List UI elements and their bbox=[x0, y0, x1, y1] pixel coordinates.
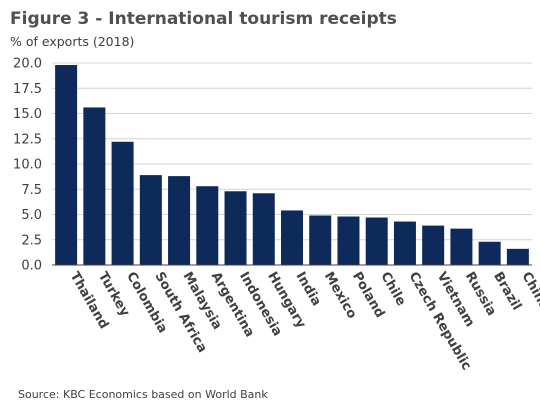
bar bbox=[365, 217, 388, 265]
source-note: Source: KBC Economics based on World Ban… bbox=[18, 388, 268, 401]
bars bbox=[55, 65, 529, 266]
bar bbox=[111, 141, 134, 265]
chart-title: Figure 3 - International tourism receipt… bbox=[10, 9, 397, 29]
y-tick-label: 20.0 bbox=[13, 57, 42, 72]
y-tick-label: 0.0 bbox=[21, 259, 42, 274]
bar bbox=[55, 65, 78, 266]
bar bbox=[450, 228, 473, 265]
bar bbox=[478, 241, 501, 265]
bar bbox=[422, 225, 445, 265]
y-tick-label: 12.5 bbox=[13, 132, 42, 147]
y-tick-label: 15.0 bbox=[13, 107, 42, 122]
bar bbox=[309, 215, 332, 265]
bar bbox=[281, 210, 303, 265]
bar bbox=[83, 107, 106, 265]
chart-subtitle: % of exports (2018) bbox=[10, 34, 135, 49]
y-tick-label: 17.5 bbox=[13, 82, 42, 97]
y-tick-label: 10.0 bbox=[13, 158, 42, 173]
bar bbox=[393, 221, 416, 265]
y-tick-label: 2.5 bbox=[21, 233, 42, 248]
bar bbox=[337, 216, 360, 265]
y-axis-ticks: 0.0 2.5 5.0 7.5 10.0 12.5 15.0 17.5 20.0 bbox=[13, 57, 42, 274]
y-tick-label: 7.5 bbox=[21, 183, 42, 198]
bar bbox=[224, 191, 247, 265]
y-tick-label: 5.0 bbox=[21, 208, 42, 223]
bar bbox=[139, 175, 162, 265]
bar bbox=[168, 176, 191, 265]
bar bbox=[506, 248, 529, 265]
bar bbox=[196, 186, 219, 265]
bar bbox=[252, 193, 275, 265]
